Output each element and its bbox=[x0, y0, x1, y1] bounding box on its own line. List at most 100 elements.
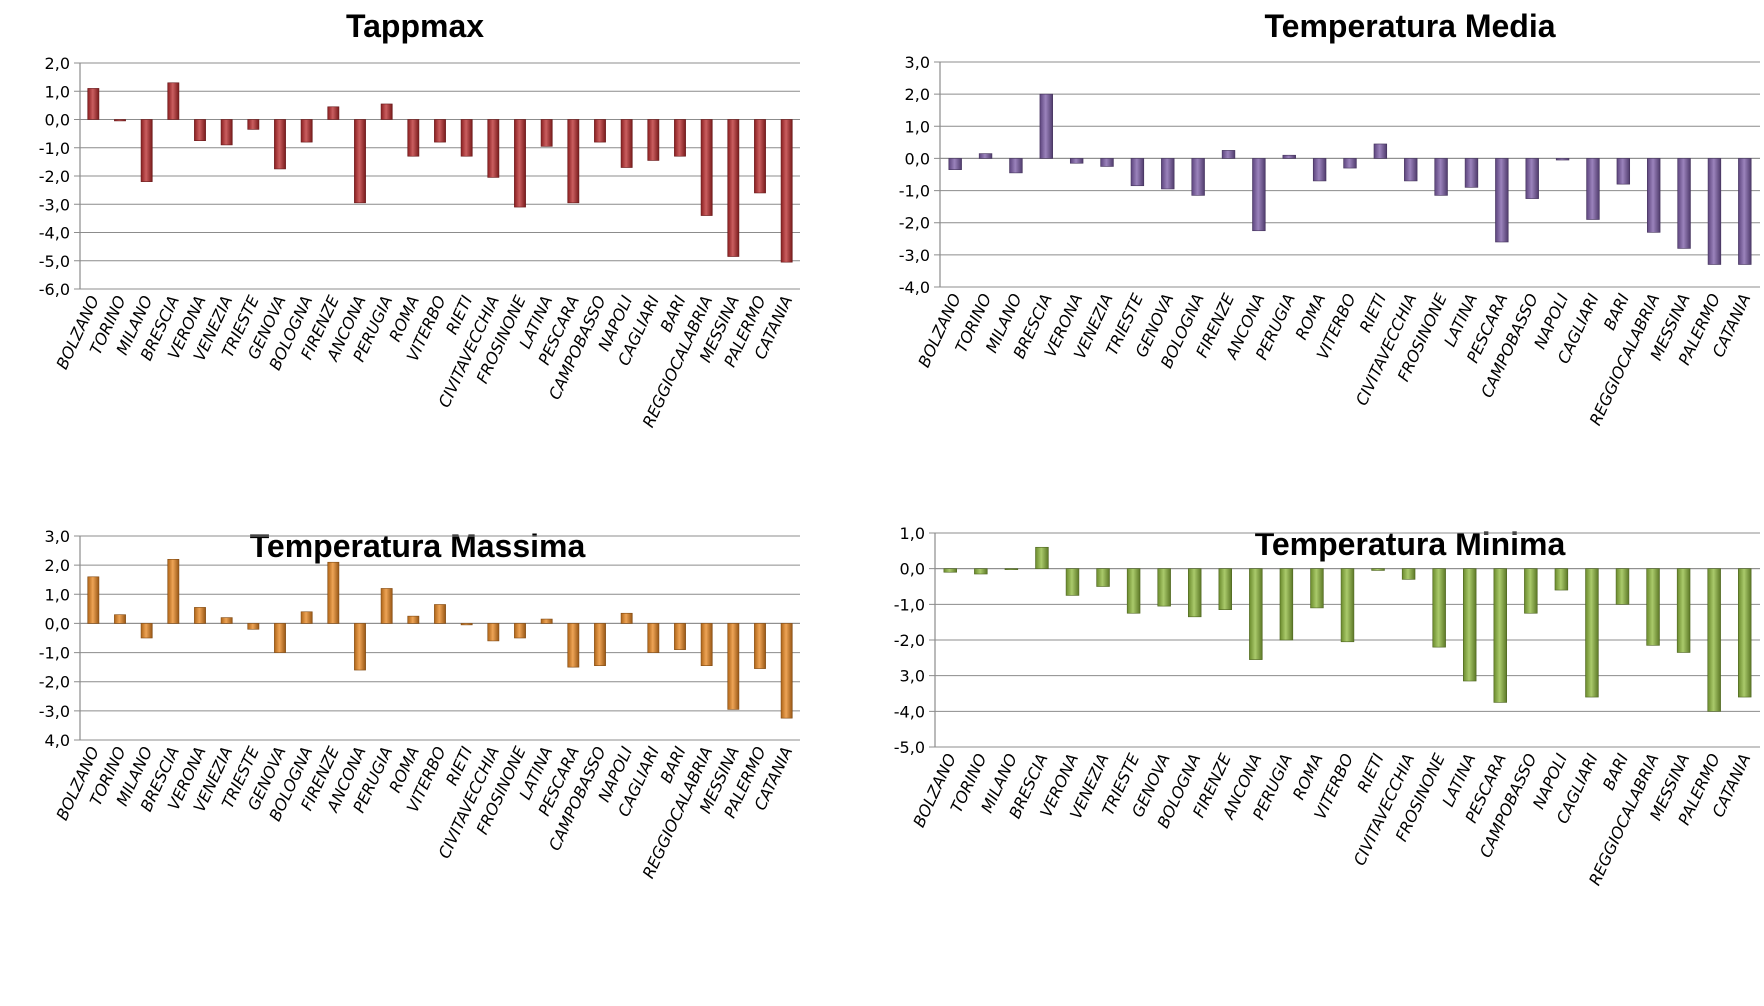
y-tick-label: -4,0 bbox=[899, 278, 930, 297]
bar bbox=[1131, 158, 1144, 185]
chart-svg: 3,02,01,00,0-1,0-2,0-3,04,0BOLZANOTORINO… bbox=[0, 500, 880, 1006]
bar bbox=[168, 559, 179, 623]
bar bbox=[274, 120, 285, 169]
bar bbox=[1070, 158, 1083, 163]
y-tick-label: 0,0 bbox=[45, 614, 70, 633]
bar bbox=[88, 577, 99, 624]
bar bbox=[301, 120, 312, 143]
bar bbox=[328, 107, 339, 120]
bar bbox=[1586, 569, 1599, 697]
bar bbox=[461, 120, 472, 157]
bar bbox=[781, 623, 792, 718]
bar bbox=[168, 83, 179, 120]
bar bbox=[1161, 158, 1174, 189]
y-tick-label: 0,0 bbox=[45, 111, 70, 130]
y-tick-label: -2,0 bbox=[899, 214, 930, 233]
bar bbox=[1283, 155, 1296, 158]
y-tick-label: -4,0 bbox=[894, 702, 925, 721]
bar bbox=[1097, 569, 1110, 587]
bar bbox=[1188, 569, 1201, 617]
bar bbox=[434, 120, 445, 143]
bar bbox=[541, 619, 552, 623]
bar bbox=[1526, 158, 1539, 198]
bar bbox=[974, 569, 987, 574]
bar bbox=[1040, 94, 1053, 158]
bar bbox=[381, 588, 392, 623]
bar bbox=[1556, 158, 1569, 160]
bar bbox=[1158, 569, 1171, 606]
bar bbox=[328, 562, 339, 623]
bar bbox=[701, 623, 712, 665]
bar bbox=[221, 120, 232, 145]
bar bbox=[1374, 144, 1387, 158]
bar bbox=[381, 104, 392, 120]
bar bbox=[1677, 569, 1690, 653]
bar bbox=[754, 623, 765, 668]
bar bbox=[1101, 158, 1114, 166]
bar bbox=[194, 607, 205, 623]
bar bbox=[1678, 158, 1691, 248]
bar bbox=[1005, 569, 1018, 570]
bar bbox=[1495, 158, 1508, 242]
bar bbox=[1192, 158, 1205, 195]
bar bbox=[408, 120, 419, 157]
bar bbox=[1435, 158, 1448, 195]
bar bbox=[621, 613, 632, 623]
x-tick-label: BOLZANO bbox=[909, 751, 960, 831]
bar bbox=[979, 154, 992, 159]
bar bbox=[1311, 569, 1324, 608]
bar bbox=[1222, 150, 1235, 158]
bar bbox=[274, 623, 285, 652]
chart-svg: 1,00,0-1,0-2,03,0-4,0-5,0BOLZANOTORINOMI… bbox=[880, 500, 1764, 1006]
bar bbox=[541, 120, 552, 147]
bar bbox=[1738, 569, 1751, 697]
chart-svg: 3,02,01,00,0-1,0-2,0-3,0-4,0BOLZANOTORIN… bbox=[880, 0, 1764, 500]
y-tick-label: -5,0 bbox=[39, 252, 70, 271]
y-tick-label: -2,0 bbox=[39, 167, 70, 186]
bar bbox=[1313, 158, 1326, 181]
bar bbox=[301, 612, 312, 624]
bar bbox=[1616, 569, 1629, 605]
bar bbox=[141, 623, 152, 638]
bar bbox=[194, 120, 205, 141]
bar bbox=[1010, 158, 1023, 172]
bar bbox=[674, 120, 685, 157]
bar bbox=[1127, 569, 1140, 614]
y-tick-label: 1,0 bbox=[45, 585, 70, 604]
bar bbox=[221, 618, 232, 624]
bar bbox=[1647, 158, 1660, 232]
bar bbox=[701, 120, 712, 216]
bar bbox=[514, 120, 525, 208]
bar bbox=[248, 120, 259, 130]
bar bbox=[1066, 569, 1079, 596]
bar bbox=[594, 120, 605, 143]
y-tick-label: -4,0 bbox=[39, 224, 70, 243]
x-tick-label: BARI bbox=[1600, 290, 1633, 333]
chart-panel-temperatura-massima: Temperatura Massima 3,0 2,0 1,0 0,0 -1,0 -2,0… bbox=[0, 500, 880, 1006]
y-tick-label: 3,0 bbox=[905, 53, 930, 72]
bar bbox=[461, 623, 472, 624]
y-tick-label: -3,0 bbox=[39, 195, 70, 214]
bar bbox=[1249, 569, 1262, 660]
bar bbox=[621, 120, 632, 168]
y-tick-label: -1,0 bbox=[894, 595, 925, 614]
y-tick-label: 3,0 bbox=[45, 527, 70, 546]
bar bbox=[674, 623, 685, 649]
y-tick-label: -2,0 bbox=[894, 631, 925, 650]
bar bbox=[354, 623, 365, 670]
chart-panel-tappmax: Tappmax 2,0 1,0 0,0 -1,0 -2,0 -3,0 -4,0 -5,0 -6,… bbox=[0, 0, 880, 500]
y-tick-label: -1,0 bbox=[39, 139, 70, 158]
bar bbox=[568, 623, 579, 667]
bar bbox=[88, 88, 99, 119]
bar bbox=[568, 120, 579, 203]
y-tick-label: 0,0 bbox=[900, 560, 925, 579]
bar bbox=[728, 623, 739, 709]
y-tick-label: -1,0 bbox=[39, 644, 70, 663]
y-tick-label: -1,0 bbox=[899, 182, 930, 201]
bar bbox=[1372, 569, 1385, 571]
bar bbox=[728, 120, 739, 257]
bar bbox=[1253, 158, 1266, 230]
y-tick-label: -5,0 bbox=[894, 738, 925, 757]
bar bbox=[648, 120, 659, 161]
bar bbox=[248, 623, 259, 629]
